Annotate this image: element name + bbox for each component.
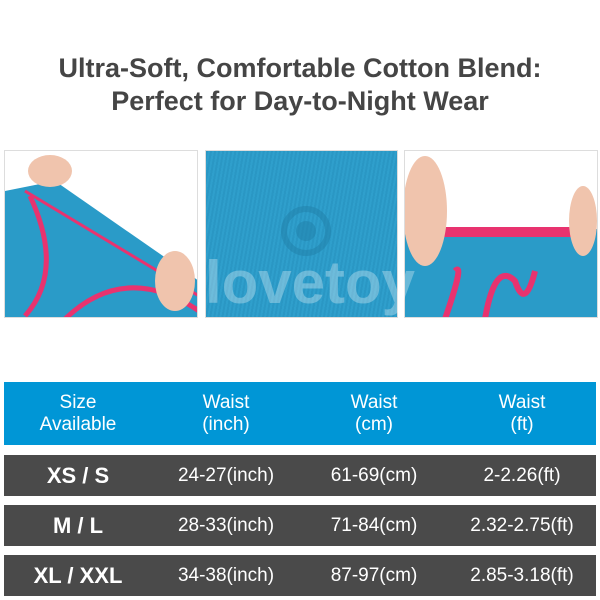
size-cell: XL / XXL [33,562,123,588]
size-table-header: Size Available Waist (inch) Waist (cm) Wais… [4,382,596,445]
inch-cell: 34-38(inch) [177,564,275,586]
cm-cell: 71-84(cm) [330,514,418,536]
header-inch: Waist (inch) [202,391,250,435]
header-size: Size Available [39,391,117,435]
size-cell: M / L [52,512,104,538]
ft-cell: 2.32-2.75(ft) [470,514,574,536]
inch-cell: 24-27(inch) [177,464,275,486]
inch-cell: 28-33(inch) [177,514,275,536]
header-ft: Waist (ft) [498,391,546,435]
ft-cell: 2.85-3.18(ft) [470,564,574,586]
fabric-swirl [281,206,331,256]
fabric-illustration [405,156,597,317]
table-row: XS / S 24-27(inch) 61-69(cm) 2-2.26(ft) [4,455,596,496]
cm-cell: 87-97(cm) [330,564,418,586]
ft-cell: 2-2.26(ft) [483,464,561,486]
table-row: XL / XXL 34-38(inch) 87-97(cm) 2.85-3.18… [4,555,596,596]
photo-waistband-stretch [4,150,198,318]
fabric-illustration [5,155,197,317]
size-cell: XS / S [46,462,110,488]
table-row: M / L 28-33(inch) 71-84(cm) 2.32-2.75(ft… [4,505,596,546]
header-cm: Waist (cm) [350,391,398,435]
cm-cell: 61-69(cm) [330,464,418,486]
page-title: Ultra-Soft, Comfortable Cotton Blend: Pe… [58,53,542,116]
photo-fabric-closeup [205,150,398,318]
photo-waistband-pink [404,150,598,318]
